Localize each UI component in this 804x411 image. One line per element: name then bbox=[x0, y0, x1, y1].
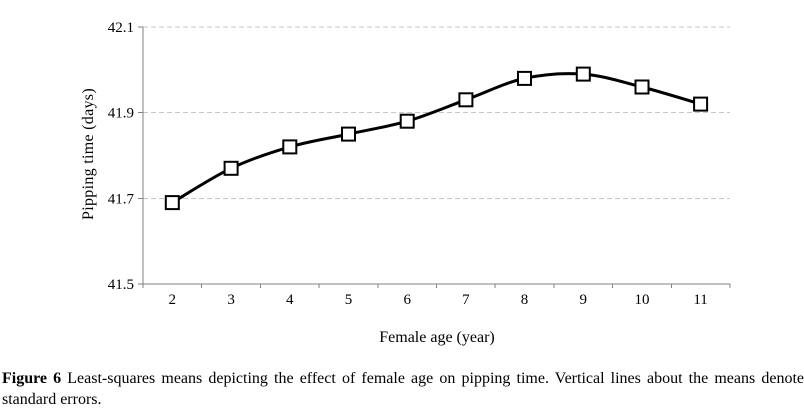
data-point-marker bbox=[164, 195, 180, 211]
figure-caption: Figure 6 Least-squares means depicting t… bbox=[0, 368, 804, 410]
x-tick-label: 9 bbox=[580, 292, 588, 308]
data-point-marker bbox=[458, 92, 474, 108]
data-point-marker bbox=[223, 160, 239, 176]
x-tick-label: 4 bbox=[286, 292, 294, 308]
x-tick-label: 7 bbox=[462, 292, 470, 308]
data-point-marker bbox=[282, 139, 298, 155]
data-point-marker bbox=[517, 70, 532, 86]
data-point-marker bbox=[399, 113, 415, 129]
x-tick-label: 2 bbox=[169, 292, 177, 308]
data-point-marker bbox=[575, 66, 591, 82]
x-tick-label: 6 bbox=[403, 292, 411, 308]
x-tick-label: 5 bbox=[345, 292, 353, 308]
x-tick-label: 10 bbox=[635, 292, 650, 308]
y-axis-title: Pipping time (days) bbox=[80, 88, 97, 220]
y-tick-label: 41.9 bbox=[108, 106, 134, 122]
data-point-marker bbox=[341, 126, 356, 142]
x-tick-label: 8 bbox=[521, 292, 529, 308]
pipping-time-line-chart: 41.5 41.7 41.9 42.1 2 3 4 5 6 7 8 9 10 11 bbox=[108, 20, 731, 308]
y-tick-label: 41.7 bbox=[108, 191, 135, 207]
series-line bbox=[170, 72, 703, 205]
x-tick-label: 11 bbox=[693, 292, 707, 308]
data-point-marker bbox=[693, 96, 709, 112]
x-tick-label: 3 bbox=[227, 292, 235, 308]
y-tick-label: 41.5 bbox=[108, 277, 134, 293]
data-point-marker bbox=[634, 79, 650, 95]
chart-area: 41.5 41.7 41.9 42.1 2 3 4 5 6 7 8 9 10 11 Pipping tim… bbox=[80, 20, 731, 346]
figure-caption-label: Figure 6 bbox=[2, 370, 62, 387]
y-tick-label: 42.1 bbox=[108, 20, 134, 36]
figure-caption-text: Least-squares means depicting the effect… bbox=[2, 370, 804, 408]
x-axis-title: Female age (year) bbox=[379, 329, 495, 346]
